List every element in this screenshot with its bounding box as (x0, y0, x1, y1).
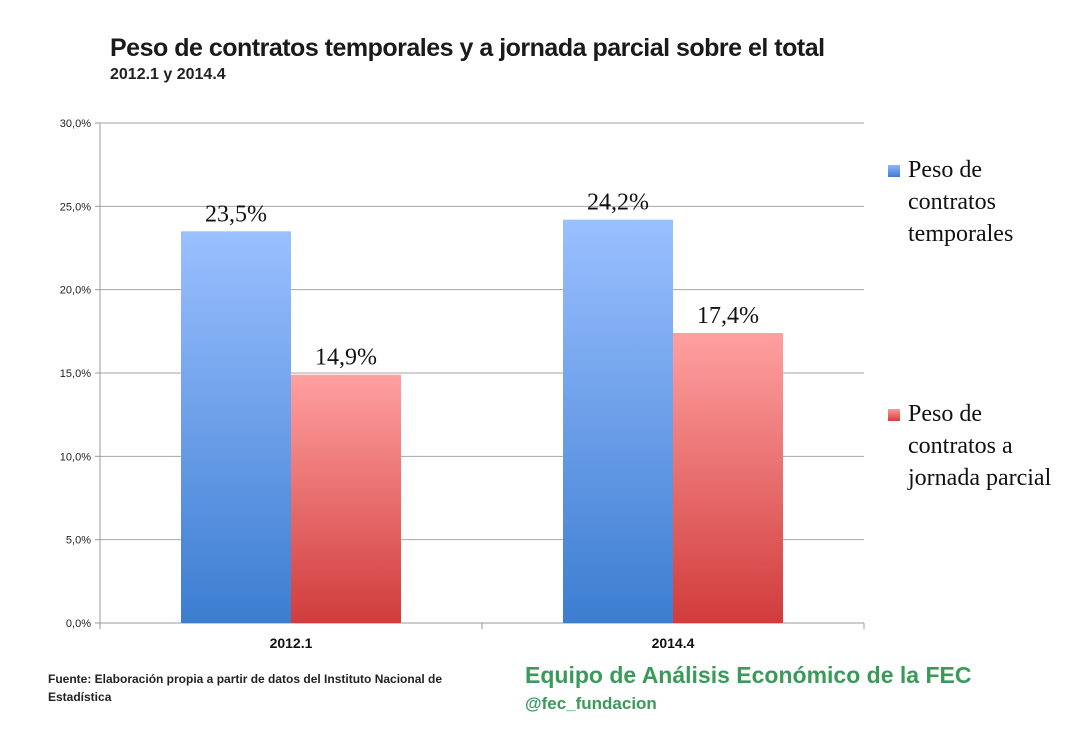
y-tick-label: 25,0% (60, 201, 91, 213)
data-label: 23,5% (205, 201, 267, 227)
legend-swatch-red (888, 409, 900, 421)
legend-label-jornada-parcial: Peso de contratos a jornada parcial (908, 401, 1052, 491)
source-note: Fuente: Elaboración propia a partir de d… (48, 672, 443, 704)
chart-title: Peso de contratos temporales y a jornada… (110, 34, 825, 62)
y-tick-label: 0,0% (66, 618, 91, 630)
y-tick-label: 30,0% (60, 118, 91, 130)
legend-item-jornada-parcial: Peso de contratos a jornada parcial (888, 398, 1058, 494)
x-tick-label: 2012.1 (270, 635, 313, 651)
y-tick-label: 5,0% (66, 535, 91, 547)
legend-swatch-blue (888, 165, 900, 177)
bar-jornada-parcial-2012.1 (291, 374, 401, 623)
y-tick-label: 10,0% (60, 451, 91, 463)
bar-temporales-2014.4 (563, 219, 673, 623)
data-label: 17,4% (697, 303, 759, 329)
data-label: 14,9% (315, 345, 377, 371)
bar-jornada-parcial-2014.4 (673, 333, 783, 623)
y-tick-label: 20,0% (60, 285, 91, 297)
legend-item-temporales: Peso de contratos temporales (888, 154, 1058, 250)
data-label: 24,2% (587, 190, 649, 216)
legend-label-temporales: Peso de contratos temporales (908, 157, 1014, 247)
twitter-handle: @fec_fundacion (525, 694, 657, 713)
x-tick-label: 2014.4 (652, 635, 695, 651)
team-credit: Equipo de Análisis Económico de la FEC (525, 662, 972, 688)
chart-subtitle: 2012.1 y 2014.4 (110, 66, 226, 83)
y-tick-label: 15,0% (60, 368, 91, 380)
bar-temporales-2012.1 (181, 231, 291, 624)
